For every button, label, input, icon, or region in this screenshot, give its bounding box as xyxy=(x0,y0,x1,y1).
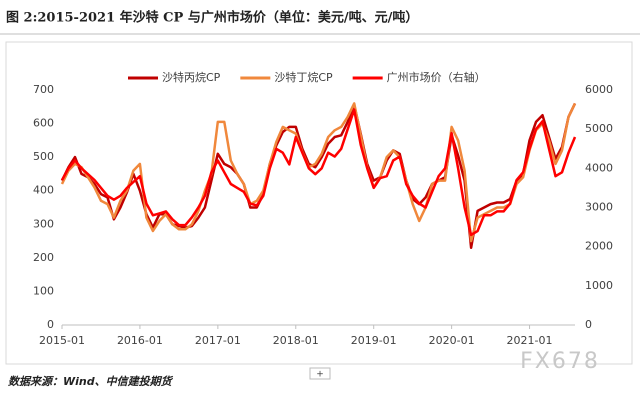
y-tick-label: 200 xyxy=(33,251,54,264)
y2-tick-label: 4000 xyxy=(585,161,613,174)
y-tick-label: 300 xyxy=(33,217,54,230)
source: 数据来源：Wind、中信建投期货 xyxy=(8,375,174,388)
page-title: 图 2:2015-2021 年沙特 CP 与广州市场价（单位：美元/吨、元/吨） xyxy=(6,10,418,26)
x-tick-label: 2021-01 xyxy=(507,334,553,347)
y-tick-label: 100 xyxy=(33,284,54,297)
y2-tick-label: 3000 xyxy=(585,201,613,214)
y-tick-label: 0 xyxy=(47,318,54,331)
legend-label: 广州市场价（右轴） xyxy=(387,70,486,84)
x-tick-label: 2020-01 xyxy=(429,334,475,347)
expand-button[interactable] xyxy=(309,367,331,380)
y2-tick-label: 0 xyxy=(585,318,592,331)
y-tick-label: 600 xyxy=(33,117,54,130)
x-tick-label: 2015-01 xyxy=(39,334,85,347)
y-tick-label: 500 xyxy=(33,150,54,163)
expand-button-icon: + xyxy=(316,370,324,380)
x-tick-label: 2019-01 xyxy=(351,334,397,347)
x-tick-label: 2017-01 xyxy=(195,334,241,347)
series-line xyxy=(60,102,577,243)
y-tick-label: 400 xyxy=(33,184,54,197)
x-tick-label: 2018-01 xyxy=(273,334,319,347)
y2-tick-label: 1000 xyxy=(585,279,613,292)
x-tick-label: 2016-01 xyxy=(117,334,163,347)
legend-label: 沙特丁烷CP xyxy=(274,70,333,84)
y2-tick-label: 6000 xyxy=(585,83,613,96)
legend-label: 沙特丙烷CP xyxy=(162,70,221,84)
y2-tick-label: 5000 xyxy=(585,122,613,135)
series-line xyxy=(60,108,577,237)
chart-frame xyxy=(5,41,633,365)
watermark: FX678 xyxy=(520,349,600,374)
y-tick-label: 700 xyxy=(33,83,54,96)
y2-tick-label: 2000 xyxy=(585,240,613,253)
